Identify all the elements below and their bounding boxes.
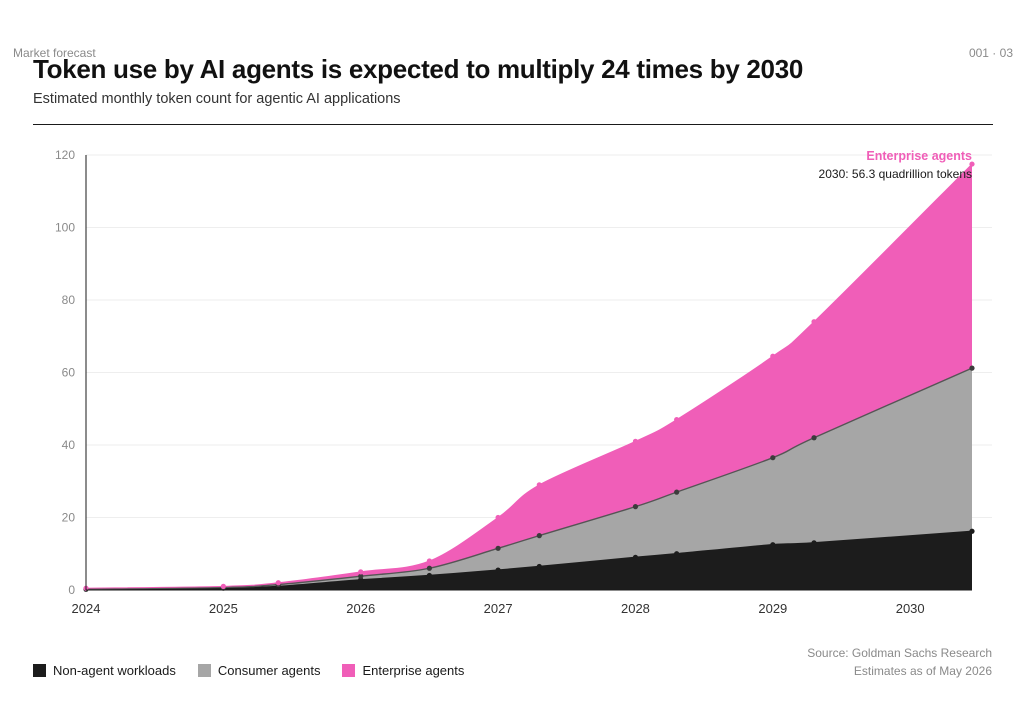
chart-subtitle: Estimated monthly token count for agenti… [33, 91, 401, 107]
point-enterprise [275, 580, 281, 586]
point-non-agent [969, 528, 975, 534]
y-tick-label: 40 [62, 438, 76, 452]
point-enterprise [426, 558, 433, 564]
x-tick-label: 2029 [758, 601, 787, 616]
legend-label-consumer: Consumer agents [217, 663, 321, 678]
legend-item-consumer: Consumer agents [197, 663, 321, 678]
x-tick-label: 2024 [72, 601, 101, 616]
data-points [83, 161, 975, 592]
point-enterprise [495, 514, 501, 521]
area-non-agent [86, 531, 972, 590]
point-consumer [536, 533, 542, 539]
legend-item-enterprise: Enterprise agents [342, 663, 464, 678]
annotation-value: 2030: 56.3 quadrillion tokens [819, 167, 972, 181]
estimate-note: Estimates as of May 2026 [853, 664, 992, 678]
axes: 0 20 40 60 80 100 120 2024 2025 2026 2027 2028 2029 2… [55, 148, 972, 616]
area-consumer [86, 368, 972, 590]
page-number: 001 · 03 [968, 46, 1013, 60]
source-note: Source: Goldman Sachs Research Estimates… [807, 644, 992, 680]
point-enterprise [632, 438, 639, 444]
point-non-agent [811, 540, 817, 546]
line-consumer [85, 367, 973, 590]
x-tick-label: 2026 [346, 601, 375, 616]
legend-swatch-non-agent [33, 664, 46, 677]
y-tick-label: 100 [55, 221, 75, 235]
y-tick-label: 20 [62, 511, 76, 525]
series-lines [85, 163, 973, 590]
source-text: Source: Goldman Sachs Research [807, 646, 992, 660]
legend-label-non-agent: Non-agent workloads [53, 663, 176, 678]
point-consumer [426, 565, 433, 571]
y-tick-label: 80 [62, 293, 76, 307]
point-enterprise [969, 161, 975, 167]
point-non-agent [632, 554, 639, 560]
legend-item-non-agent: Non-agent workloads [33, 663, 176, 678]
y-tick-label: 60 [62, 366, 76, 380]
y-tick-label: 120 [55, 148, 75, 162]
point-enterprise [770, 353, 776, 359]
stacked-area-chart: 0 20 40 60 80 100 120 2024 2025 2026 2027 2028 2029 2… [55, 148, 992, 616]
point-consumer [674, 489, 680, 495]
legend-swatch-consumer [197, 664, 211, 677]
chart-title: Token use by AI agents is expected to mu… [33, 54, 804, 84]
x-tick-label: 2028 [621, 601, 650, 616]
annotation-series-label: Enterprise agents [866, 149, 972, 163]
point-consumer [811, 435, 817, 441]
line-enterprise [85, 163, 973, 589]
point-enterprise [811, 319, 817, 325]
point-consumer [495, 545, 501, 551]
point-enterprise [358, 569, 364, 575]
legend-swatch-enterprise [342, 664, 356, 677]
point-consumer [358, 573, 364, 579]
area-series [86, 164, 972, 590]
point-non-agent [358, 577, 364, 583]
point-consumer [969, 365, 975, 371]
kicker-label: Market forecast [13, 46, 96, 60]
x-tick-label: 2030 [896, 601, 925, 616]
point-non-agent [536, 563, 542, 570]
legend-label-enterprise: Enterprise agents [362, 663, 465, 678]
x-tick-label: 2025 [209, 601, 238, 616]
point-non-agent [674, 551, 680, 557]
point-enterprise [536, 482, 542, 488]
point-enterprise [220, 583, 226, 589]
point-consumer [770, 455, 776, 461]
y-tick-label: 0 [68, 583, 75, 597]
point-non-agent [495, 567, 501, 573]
annotation: Enterprise agents 2030: 56.3 quadrillion … [819, 149, 972, 181]
x-tick-label: 2027 [484, 601, 513, 616]
legend: Non-agent workloads Consumer agents Ente… [33, 663, 464, 678]
point-consumer [632, 504, 639, 510]
point-non-agent [770, 542, 776, 548]
point-enterprise [674, 417, 680, 423]
line-non-agent [85, 530, 973, 590]
point-non-agent [426, 572, 433, 579]
header-divider [33, 124, 993, 125]
